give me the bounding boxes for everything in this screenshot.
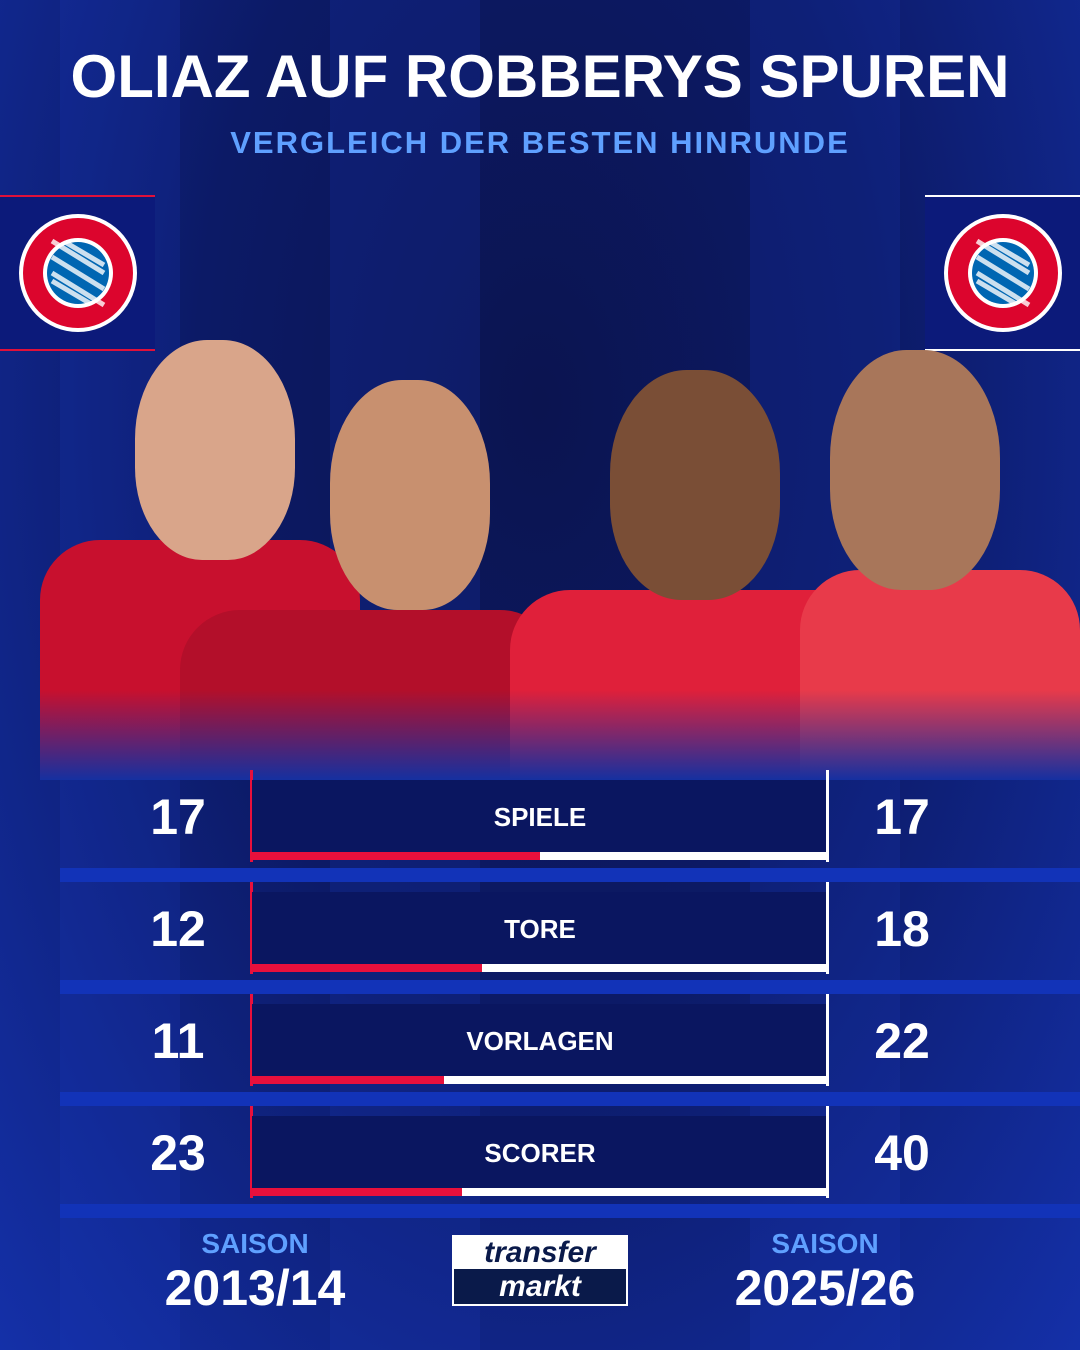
- fc-bayern-crest-icon: [943, 214, 1062, 332]
- row-separator: [60, 1204, 1080, 1218]
- stat-row: 23 SCORER 40: [0, 1106, 1080, 1218]
- row-separator: [60, 980, 1080, 994]
- comparison-bar-left-share: [252, 1076, 444, 1084]
- stat-left-value: 23: [150, 1125, 206, 1181]
- comparison-bar: [252, 852, 828, 860]
- stat-right-value: 40: [874, 1125, 930, 1181]
- transfermarkt-logo: transfer markt: [452, 1235, 628, 1306]
- club-logo-left: [0, 195, 155, 351]
- stat-label: SPIELE: [493, 802, 587, 832]
- right-divider: [826, 770, 829, 862]
- stat-right-value: 17: [874, 789, 930, 845]
- stat-right-value: 22: [874, 1013, 930, 1069]
- left-divider: [250, 770, 253, 862]
- stat-label: TORE: [504, 914, 576, 944]
- comparison-bar-left-share: [252, 964, 483, 972]
- stat-right-value: 18: [874, 901, 930, 957]
- season-year: 2025/26: [734, 1260, 916, 1316]
- fc-bayern-crest-icon: [18, 214, 137, 332]
- stat-label-box: SPIELE: [252, 780, 828, 860]
- page-subtitle: VERGLEICH DER BESTEN HINRUNDE: [230, 125, 850, 160]
- row-separator: [60, 1092, 1080, 1106]
- stat-label-box: TORE: [252, 892, 828, 972]
- comparison-bar: [252, 964, 828, 972]
- stat-label: SCORER: [484, 1138, 596, 1168]
- stat-left-value: 11: [151, 1013, 205, 1069]
- left-divider: [250, 1106, 253, 1198]
- left-divider: [250, 994, 253, 1086]
- right-divider: [826, 882, 829, 974]
- row-separator: [60, 868, 1080, 882]
- stat-row: 12 TORE 18: [0, 882, 1080, 994]
- stat-label: VORLAGEN: [466, 1026, 614, 1056]
- stat-row: 11 VORLAGEN 22: [0, 994, 1080, 1106]
- stat-label-box: VORLAGEN: [252, 1004, 828, 1084]
- comparison-bar: [252, 1188, 828, 1196]
- stat-left-value: 12: [150, 901, 206, 957]
- page-title: OLIAZ AUF ROBBERYS SPUREN: [70, 43, 1010, 110]
- right-divider: [826, 1106, 829, 1198]
- players-photo: [40, 330, 1080, 780]
- season-left: SAISON 2013/14: [115, 1228, 395, 1316]
- season-right: SAISON 2025/26: [685, 1228, 965, 1316]
- comparison-bar-left-share: [252, 1188, 463, 1196]
- stat-left-value: 17: [150, 789, 206, 845]
- season-label: SAISON: [201, 1228, 309, 1259]
- comparison-bar-left-share: [252, 852, 540, 860]
- left-divider: [250, 882, 253, 974]
- right-divider: [826, 994, 829, 1086]
- comparison-bar: [252, 1076, 828, 1084]
- stat-label-box: SCORER: [252, 1116, 828, 1196]
- season-year: 2013/14: [164, 1260, 346, 1316]
- season-label: SAISON: [771, 1228, 879, 1259]
- club-logo-right: [925, 195, 1080, 351]
- stat-row: 17 SPIELE 17: [0, 770, 1080, 882]
